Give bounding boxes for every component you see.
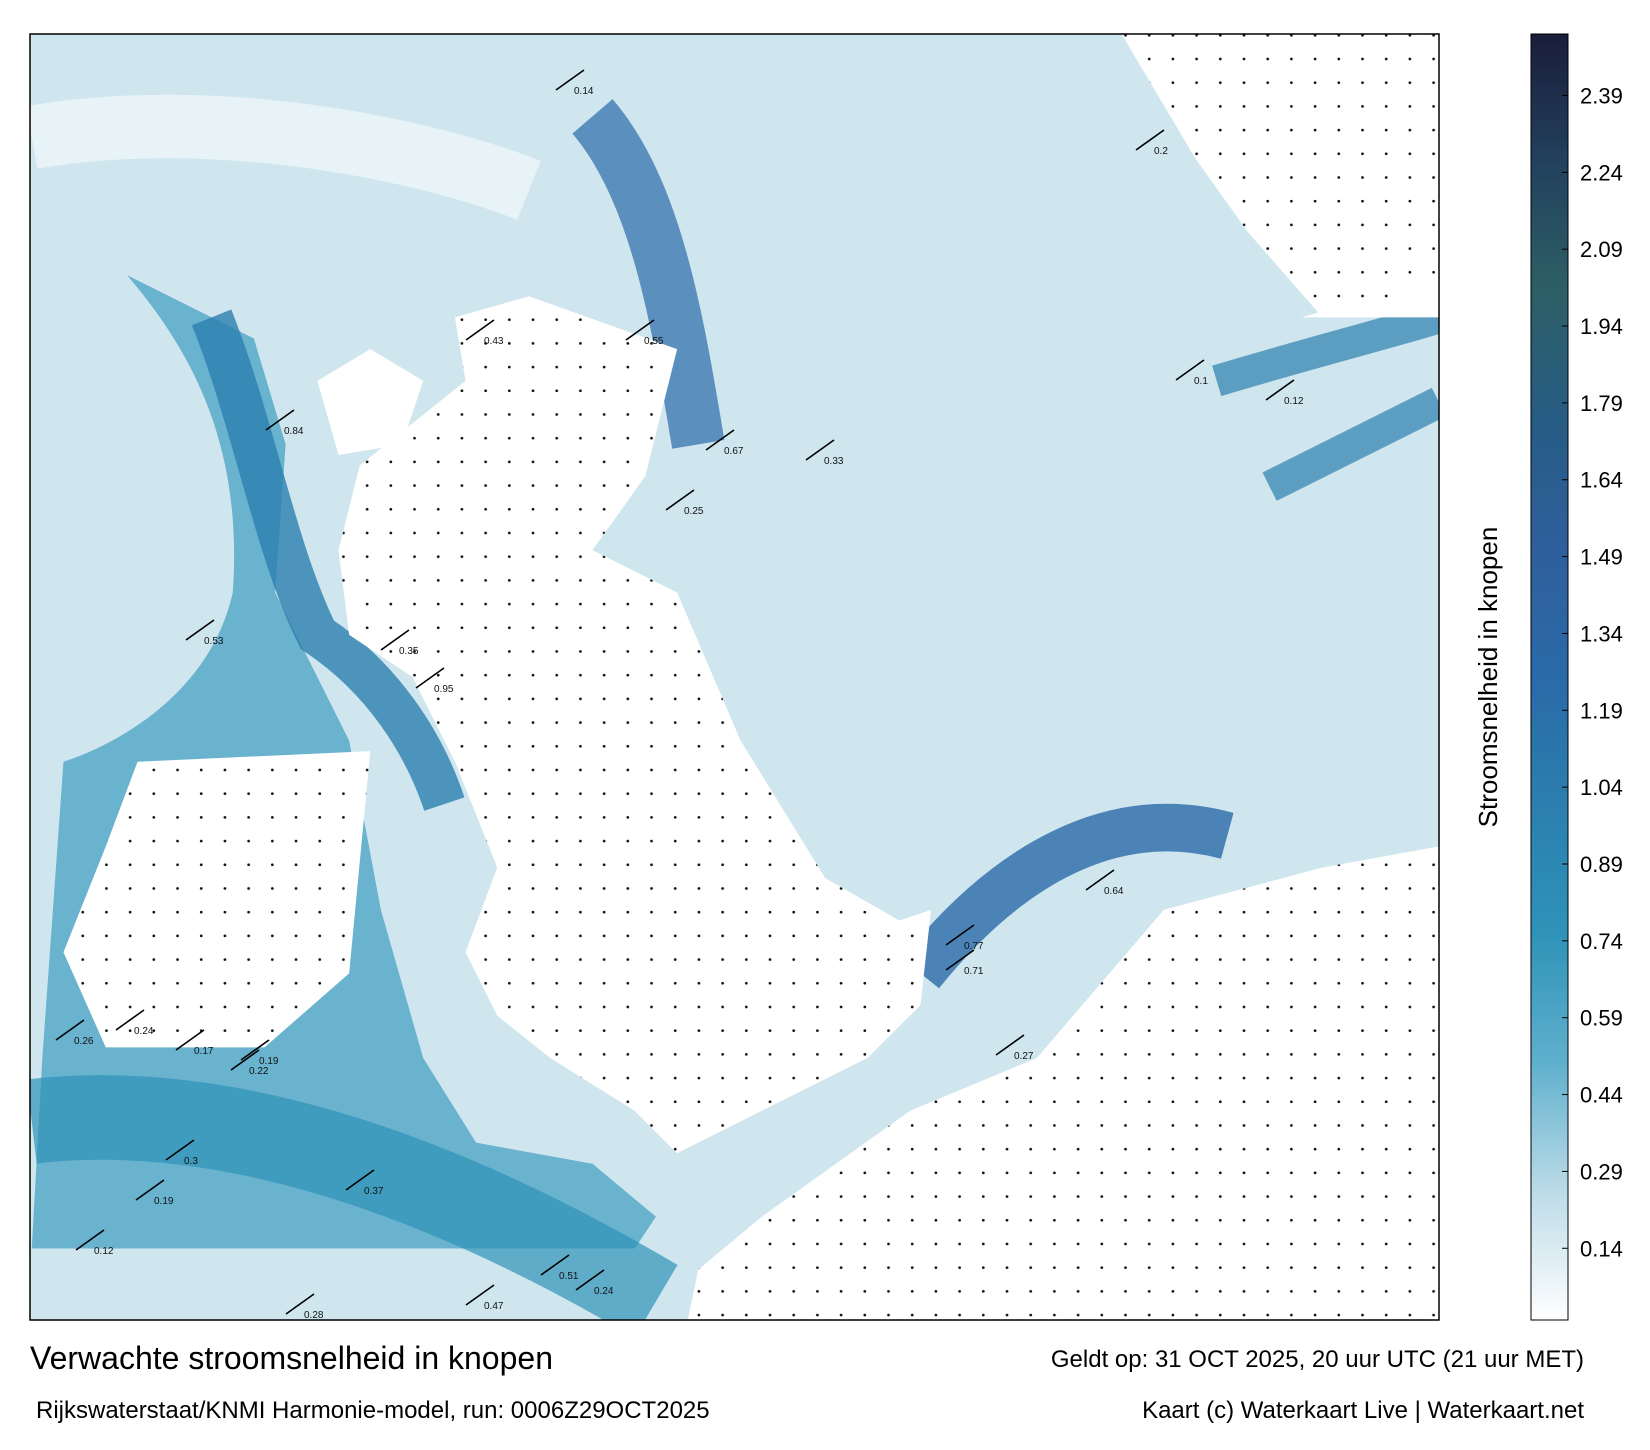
current-arrow [165, 1139, 195, 1161]
current-speed-label: 0.55 [644, 336, 664, 347]
current-arrow [540, 1254, 570, 1276]
current-arrow [575, 1269, 605, 1291]
colorbar-tick-label: 1.79 [1580, 391, 1623, 416]
current-arrow [555, 69, 585, 91]
current-arrow [55, 1019, 85, 1041]
current-arrow [185, 619, 215, 641]
colorbar-tick-label: 0.14 [1580, 1236, 1623, 1261]
current-speed-label: 0.67 [724, 446, 744, 457]
current-speed-label: 0.95 [434, 684, 454, 695]
current-speed-label: 0.19 [259, 1056, 279, 1067]
current-speed-label: 0.1 [1194, 376, 1208, 387]
colorbar-tick-label: 0.44 [1580, 1083, 1623, 1108]
current-arrow [265, 409, 295, 431]
credit: Kaart (c) Waterkaart Live | Waterkaart.n… [1142, 1397, 1584, 1424]
colorbar-tick-label: 2.39 [1580, 83, 1623, 108]
current-speed-label: 0.53 [204, 636, 224, 647]
colorbar-tick-label: 0.89 [1580, 852, 1623, 877]
current-speed-label: 0.47 [484, 1301, 504, 1312]
current-arrow [465, 1284, 495, 1306]
current-arrow [285, 1293, 315, 1315]
current-arrow [665, 489, 695, 511]
current-speed-label: 0.35 [399, 646, 419, 657]
current-arrow [1085, 869, 1115, 891]
colorbar-tick-label: 1.49 [1580, 545, 1623, 570]
current-arrow [465, 319, 495, 341]
current-speed-label: 0.71 [964, 966, 984, 977]
colorbar-tick-label: 2.09 [1580, 237, 1623, 262]
colorbar-tick-label: 1.19 [1580, 698, 1623, 723]
colorbar: 0.14 0.29 0.44 0.59 0.74 0.89 1.04 1.19 1.34 1.49… [1530, 33, 1623, 1321]
subtitle: Rijkswaterstaat/KNMI Harmonie-model, run… [36, 1397, 710, 1424]
current-speed-label: 0.43 [484, 336, 504, 347]
colorbar-tick-label: 1.94 [1580, 314, 1623, 339]
current-arrow [415, 667, 445, 689]
colorbar-tick-label: 1.04 [1580, 775, 1623, 800]
current-arrow [380, 629, 410, 651]
current-speed-label: 0.2 [1154, 146, 1168, 157]
current-speed-label: 0.28 [304, 1310, 324, 1321]
colorbar-tick-label: 1.34 [1580, 621, 1623, 646]
current-speed-label: 0.51 [559, 1271, 579, 1282]
current-speed-label: 0.14 [574, 86, 594, 97]
current-arrow [115, 1009, 145, 1031]
current-arrow [945, 949, 975, 971]
current-arrow [625, 319, 655, 341]
colorbar-tick-label: 0.29 [1580, 1159, 1623, 1184]
current-speed-label: 0.25 [684, 506, 704, 517]
current-speed-label: 0.17 [194, 1046, 214, 1057]
current-arrow [175, 1029, 205, 1051]
current-arrow [945, 924, 975, 946]
current-arrow [705, 429, 735, 451]
colorbar-ramp [1530, 33, 1569, 1321]
current-speed-label: 0.64 [1104, 886, 1124, 897]
colorbar-tick-label: 0.59 [1580, 1006, 1623, 1031]
colorbar-tick-label: 2.24 [1580, 160, 1623, 185]
current-speed-label: 0.19 [154, 1196, 174, 1207]
current-arrow [240, 1039, 270, 1061]
current-arrow [345, 1169, 375, 1191]
still-water-dots [63, 34, 1439, 1320]
current-speed-label: 0.12 [1284, 396, 1304, 407]
current-speed-label: 0.26 [74, 1036, 94, 1047]
current-arrow [995, 1034, 1025, 1056]
current-speed-label: 0.12 [94, 1246, 114, 1257]
map-frame [29, 33, 1440, 1321]
current-arrow [230, 1049, 260, 1071]
map: 0.28 0.19 0.12 0.14 0.25 0.67 0.43 0.55 0.33 0.27… [30, 34, 1439, 1321]
current-speed-label: 0.24 [594, 1286, 614, 1297]
current-speed-label: 0.84 [284, 426, 304, 437]
colorbar-tick-label: 0.74 [1580, 929, 1623, 954]
current-speed-label: 0.27 [1014, 1051, 1034, 1062]
current-labels: 0.28 0.19 0.12 0.14 0.25 0.67 0.43 0.55 0.33 0.27… [55, 69, 1304, 1321]
current-speed-label: 0.33 [824, 456, 844, 467]
colorbar-label: Stroomsnelheid in knopen [1473, 527, 1503, 828]
current-speed-label: 0.3 [184, 1156, 198, 1167]
current-speed-label: 0.22 [249, 1066, 269, 1077]
current-arrow [135, 1179, 165, 1201]
current-speed-label: 0.77 [964, 941, 984, 952]
current-arrow [805, 439, 835, 461]
current-arrow [1175, 359, 1205, 381]
valid-time: Geldt op: 31 OCT 2025, 20 uur UTC (21 uu… [1051, 1346, 1584, 1373]
colorbar-tick-label: 1.64 [1580, 468, 1623, 493]
current-arrow [1265, 379, 1295, 401]
title: Verwachte stroomsnelheid in knopen [30, 1340, 553, 1376]
current-speed-label: 0.24 [134, 1026, 154, 1037]
current-speed-label: 0.37 [364, 1186, 384, 1197]
current-arrow [1135, 129, 1165, 151]
current-arrow [75, 1229, 105, 1251]
